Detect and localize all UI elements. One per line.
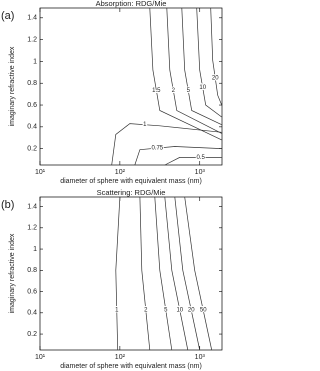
- y-axis-label: imaginary refractive index: [9, 46, 16, 126]
- contour-label: 1.5: [152, 88, 161, 94]
- y-axis-label: imaginary refractive index: [9, 233, 16, 313]
- plot-frame: [39, 7, 223, 166]
- x-tick-label: 10²: [115, 169, 126, 176]
- contour-label: 2: [172, 88, 176, 94]
- contour-line: [174, 196, 201, 351]
- y-tick-label: 1: [33, 58, 37, 65]
- y-tick-label: 0.2: [27, 331, 37, 338]
- contour-label: 20: [188, 308, 195, 314]
- x-tick-label: 10²: [115, 354, 126, 361]
- contour-line: [164, 196, 189, 351]
- contour-label: 0.5: [197, 155, 206, 161]
- contour-label: 1: [115, 308, 119, 314]
- y-tick-label: 1: [33, 246, 37, 253]
- contour-line: [210, 7, 223, 106]
- contour-label: 10: [176, 308, 183, 314]
- y-tick-label: 0.6: [27, 288, 37, 295]
- chart-title: Absorption: RDG/Mie: [96, 0, 167, 8]
- contour-line: [149, 7, 222, 141]
- figure: (a) Absorption: RDG/Mie 0.2 0.4 0.6 0.8 1 1.2 1.…: [1, 0, 223, 370]
- y-tick-label: 0.2: [27, 145, 37, 152]
- contour-line: [134, 146, 222, 166]
- contour-label: 2: [144, 308, 148, 314]
- chart-title: Scattering: RDG/Mie: [97, 188, 166, 197]
- contour-line: [181, 7, 222, 126]
- x-tick-label: 10¹: [35, 169, 46, 176]
- y-tick-label: 1.2: [27, 225, 37, 232]
- contour-label: 20: [212, 75, 219, 81]
- panel: (b) Scattering: RDG/Mie 0.2 0.4 0.6 0.8 1 1.2 1.…: [1, 188, 223, 370]
- contour-line: [115, 196, 121, 351]
- y-tick-label: 0.4: [27, 310, 37, 317]
- x-tick-label: 10³: [195, 354, 206, 361]
- contour-line: [164, 157, 222, 166]
- panel-label: (b): [1, 199, 14, 211]
- x-tick-label: 10³: [195, 169, 206, 176]
- contour-line: [166, 7, 222, 134]
- contour-line: [139, 196, 151, 351]
- plot-frame: [39, 196, 223, 351]
- y-tick-label: 1.2: [27, 36, 37, 43]
- x-axis-label: diameter of sphere with equivalent mass …: [60, 178, 202, 185]
- contour-label: 0.75: [151, 146, 163, 152]
- panel: (a) Absorption: RDG/Mie 0.2 0.4 0.6 0.8 1 1.2 1.…: [1, 0, 223, 185]
- contour-line: [196, 7, 222, 118]
- contour-line: [154, 196, 173, 351]
- panel-label: (a): [1, 10, 14, 22]
- x-axis-label: diameter of sphere with equivalent mass …: [60, 363, 202, 370]
- contour-label: 50: [200, 308, 207, 314]
- y-tick-label: 0.6: [27, 102, 37, 109]
- y-tick-label: 0.8: [27, 80, 37, 87]
- contour-line: [111, 123, 222, 166]
- x-tick-label: 10¹: [35, 354, 46, 361]
- y-tick-label: 0.4: [27, 124, 37, 131]
- y-tick-label: 1.4: [27, 15, 37, 22]
- contour-label: 5: [187, 88, 191, 94]
- y-tick-label: 0.8: [27, 267, 37, 274]
- contour-line: [184, 196, 213, 351]
- contour-label: 1: [143, 122, 147, 128]
- contour-label: 5: [164, 308, 168, 314]
- y-tick-label: 1.4: [27, 203, 37, 210]
- contour-label: 10: [199, 85, 206, 91]
